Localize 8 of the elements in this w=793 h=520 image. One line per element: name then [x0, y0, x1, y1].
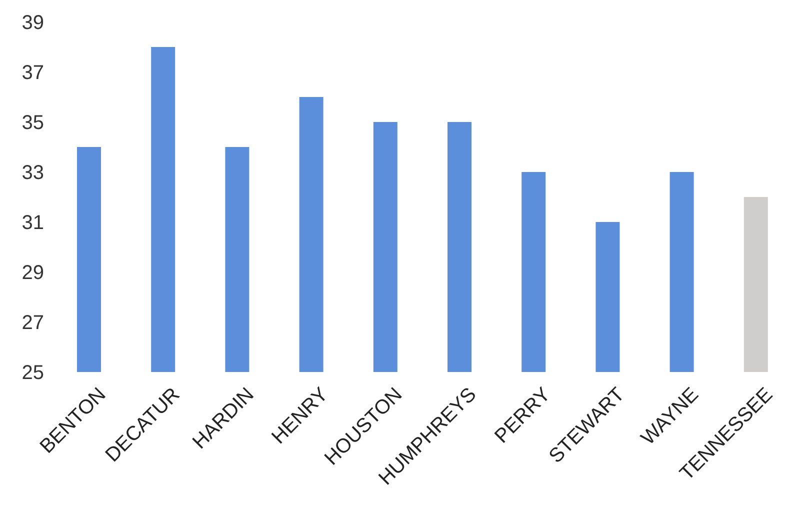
- y-tick-label: 39: [22, 12, 44, 34]
- y-tick-label: 25: [22, 362, 44, 384]
- y-tick-label: 31: [22, 212, 44, 234]
- y-tick-label: 29: [22, 262, 44, 284]
- y-tick-label: 27: [22, 312, 44, 334]
- y-tick-label: 33: [22, 162, 44, 184]
- y-tick-label: 35: [22, 112, 44, 134]
- y-tick-label: 37: [22, 62, 44, 84]
